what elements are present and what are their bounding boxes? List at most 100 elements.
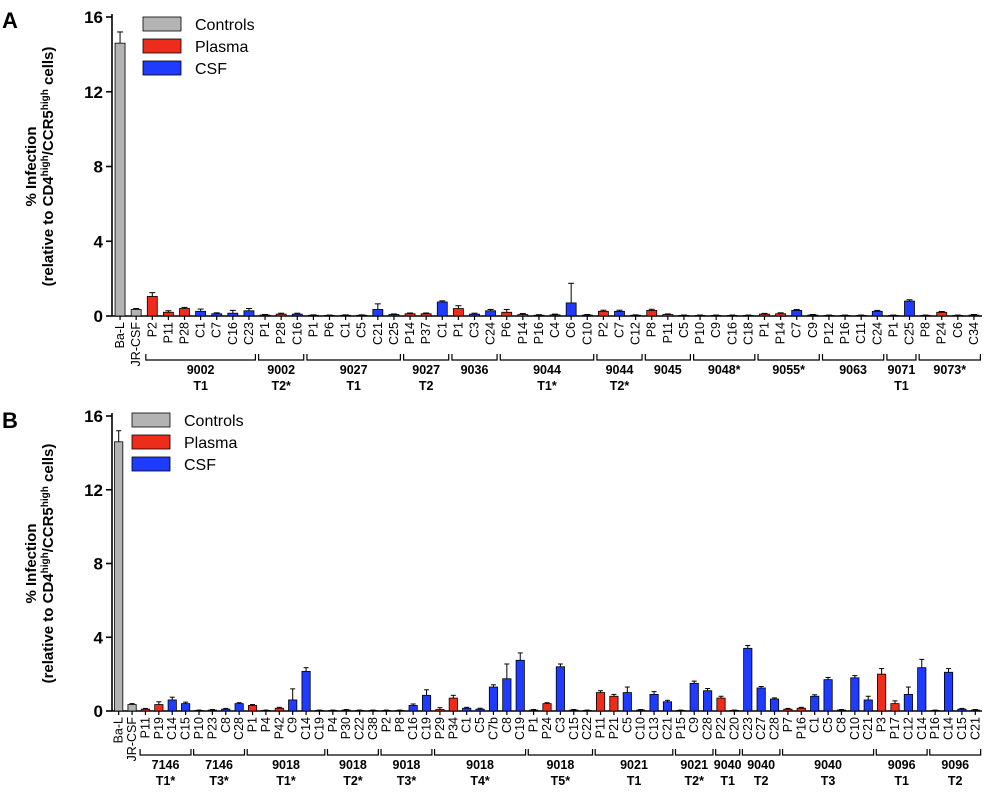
group-bracket: [929, 749, 982, 756]
y-axis-label-line1: % Infection: [23, 523, 40, 603]
bar-C18: [742, 315, 754, 317]
y-axis-label-part: /CCR5: [40, 110, 57, 155]
category-label: C8: [219, 717, 233, 733]
group-bracket: [693, 354, 756, 361]
group-label-subject: 9048*: [708, 363, 741, 377]
bar-C22: [582, 710, 592, 712]
bar-C10: [581, 314, 593, 317]
bar-C3: [555, 666, 565, 712]
y-axis-label-part: (relative to CD4: [40, 573, 57, 684]
bar-C3: [469, 313, 480, 317]
y-tick-label: 0: [94, 702, 103, 721]
y-tick-label: 4: [94, 232, 104, 251]
bar-C15: [569, 709, 579, 712]
bar-C38: [368, 710, 378, 712]
category-label: C15: [179, 717, 193, 740]
category-label: C3: [468, 322, 482, 338]
bar-P19: [154, 704, 164, 712]
category-label: C16: [290, 322, 304, 345]
category-label: C25: [387, 322, 401, 345]
group-bracket: [145, 354, 256, 361]
group-label-subject: 9027: [412, 363, 440, 377]
category-label: P10: [693, 322, 707, 344]
category-label: C27: [754, 717, 768, 740]
bar-P2: [381, 710, 391, 712]
group-bracket: [193, 749, 246, 756]
group-bracket: [258, 354, 305, 361]
category-label: P11: [161, 322, 175, 343]
group-label-subject: 9045: [654, 363, 682, 377]
category-label: P8: [645, 322, 659, 337]
bar-C7b: [488, 686, 499, 712]
bar-P21: [609, 695, 619, 712]
category-label: C10: [848, 717, 862, 740]
category-label: C5: [473, 717, 487, 733]
category-label: Ba-L: [113, 322, 127, 348]
y-tick-label: 8: [94, 158, 103, 177]
group-label-timepoint: T1: [894, 774, 909, 788]
category-label: P14: [403, 322, 417, 344]
group-label-timepoint: T1*: [156, 774, 176, 788]
category-label: P16: [532, 322, 546, 344]
y-tick-label: 12: [84, 481, 103, 500]
panel-A: A% Infection(relative to CD4high/CCR5hig…: [2, 8, 982, 393]
category-label: P8: [393, 717, 407, 732]
category-label: P24: [935, 322, 949, 344]
panel-B: B% Infection(relative to CD4high/CCR5hig…: [2, 407, 982, 788]
category-label: C3: [553, 717, 567, 733]
bar-P8: [920, 315, 932, 317]
group-bracket: [757, 354, 820, 361]
category-label: P21: [607, 717, 621, 739]
group-bracket: [674, 749, 714, 756]
bar-P7: [783, 708, 793, 712]
category-label: C5: [677, 322, 691, 338]
group-label-subject: 9044: [606, 363, 634, 377]
group-bracket: [433, 749, 527, 756]
bar-P2: [146, 295, 158, 317]
group-label-timepoint: T1: [720, 774, 735, 788]
bar-C14: [167, 699, 177, 712]
y-axis-label-part: cells): [40, 444, 57, 487]
category-label: C12: [901, 717, 915, 740]
category-label: P2: [145, 322, 159, 337]
bar-C6: [952, 315, 964, 317]
category-label: C8: [834, 717, 848, 733]
group-label-subject: 9002: [267, 363, 295, 377]
category-label: P7: [781, 717, 795, 732]
category-label: C15: [955, 717, 969, 740]
category-label: C14: [942, 717, 956, 740]
category-label: C1: [808, 717, 822, 733]
y-tick-label: 4: [94, 628, 104, 647]
category-label: C24: [484, 322, 498, 345]
category-label: P17: [888, 717, 902, 739]
group-bracket: [596, 354, 643, 361]
group-label-timepoint: T2: [419, 379, 434, 393]
category-label: C21: [660, 717, 674, 740]
group-label-timepoint: T4*: [470, 774, 490, 788]
panel-letter: A: [2, 8, 18, 33]
group-bracket: [326, 749, 379, 756]
category-label: P24: [540, 717, 554, 739]
bar-P34: [448, 697, 458, 712]
group-label-subject: 9018: [466, 758, 494, 772]
bar-P11: [162, 311, 174, 317]
category-label: P4: [326, 717, 340, 732]
bar-P37: [420, 313, 432, 317]
bar-C23: [243, 310, 255, 317]
bar-P1: [529, 709, 539, 712]
category-label: P2: [379, 717, 393, 732]
bar-P11: [140, 708, 151, 712]
group-bracket: [918, 354, 981, 361]
bar-P29: [435, 709, 445, 712]
category-label: C9: [806, 322, 820, 338]
y-axis-label-line2: (relative to CD4high/CCR5high cells): [40, 444, 58, 684]
category-label: P11: [138, 717, 152, 738]
category-label: C28: [768, 717, 782, 740]
category-label: C16: [226, 322, 240, 345]
group-label-subject: 7146: [152, 758, 180, 772]
group-bracket: [306, 354, 401, 361]
group-label-timepoint: T3*: [209, 774, 229, 788]
bar-P8: [646, 309, 658, 317]
bar-C28: [234, 703, 244, 712]
bar-P1: [759, 313, 770, 317]
